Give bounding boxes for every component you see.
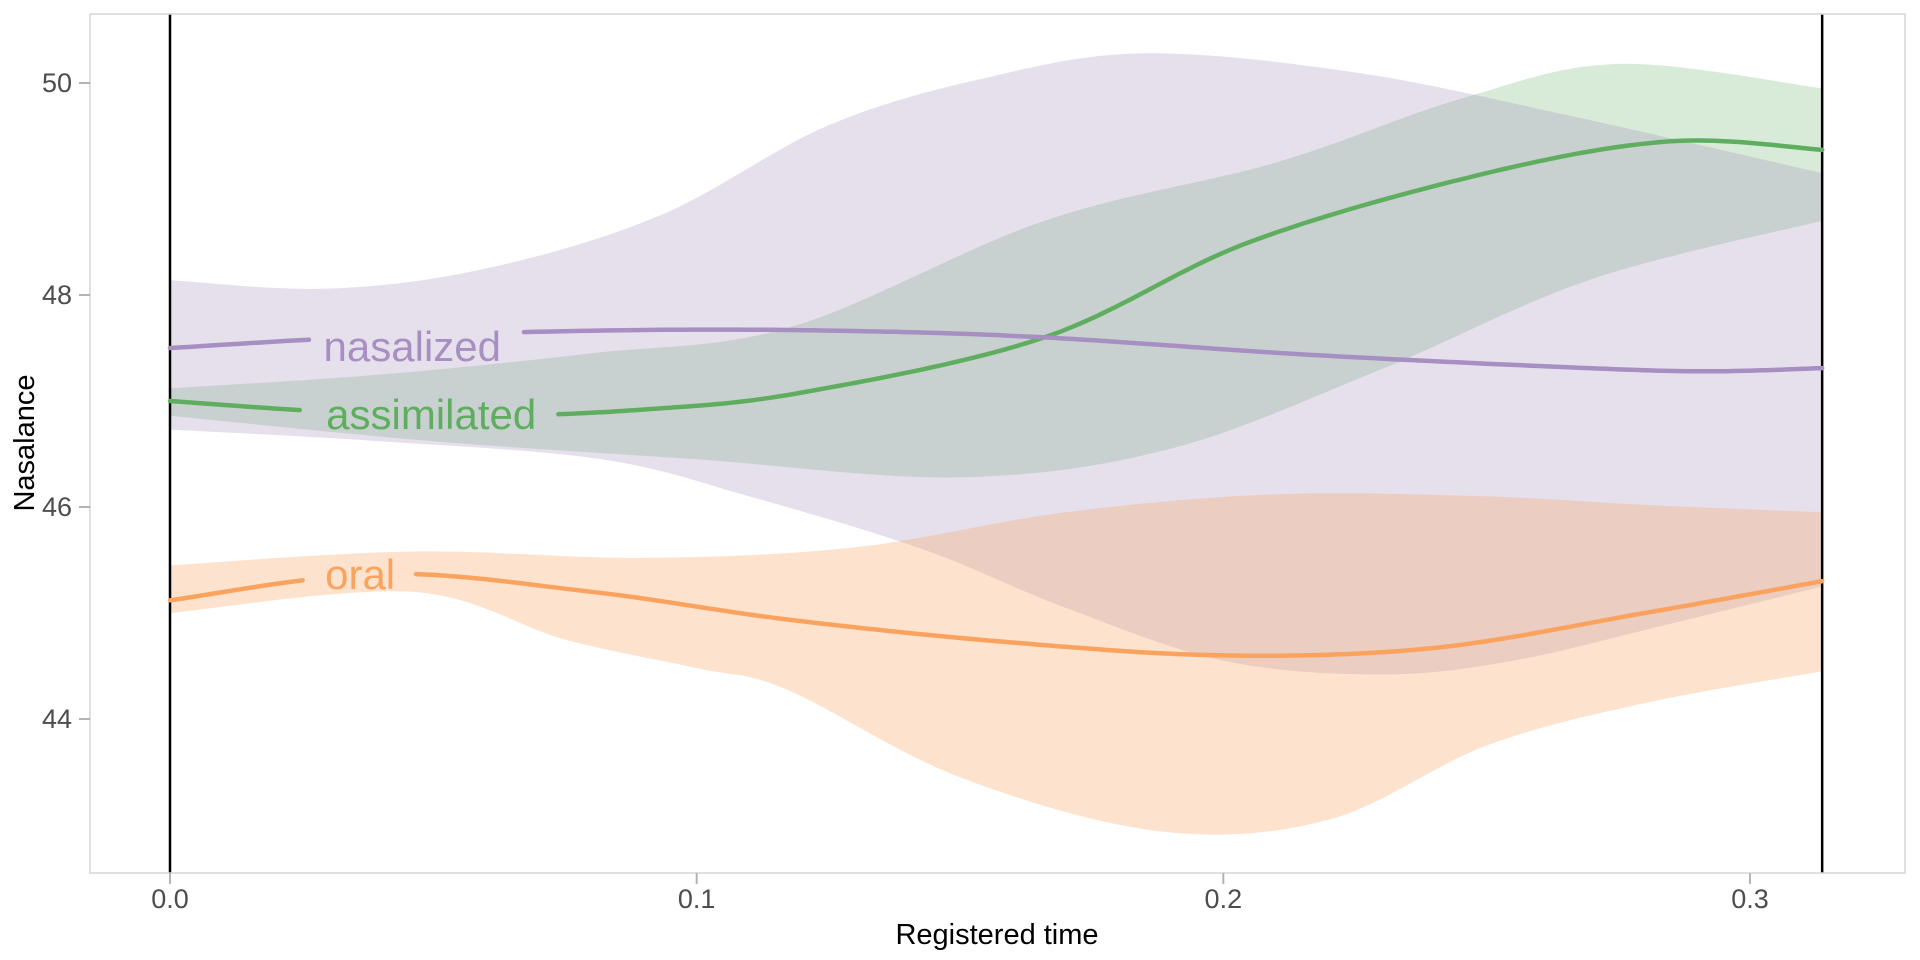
nasalized-label: nasalized [324, 323, 501, 370]
y-tick-label: 46 [42, 492, 72, 522]
nasalized-line [167, 337, 312, 351]
smooth-lines [167, 138, 1825, 658]
assimilated-label: assimilated [326, 391, 536, 438]
y-tick-label: 44 [42, 704, 72, 734]
oral-line [167, 578, 305, 603]
series-labels: assimilated nasalized oral [324, 323, 537, 598]
axis-tick-labels: 0.0 0.1 0.2 0.3 44 46 48 50 [42, 68, 1769, 914]
y-axis-title: Nasalance [9, 374, 41, 511]
axis-ticks [79, 82, 1752, 884]
x-tick-label: 0.2 [1205, 884, 1243, 914]
nasalized-line [521, 327, 1825, 374]
x-axis-title: Registered time [895, 919, 1098, 951]
y-tick-label: 48 [42, 280, 72, 310]
x-tick-label: 0.0 [151, 884, 189, 914]
x-tick-label: 0.3 [1731, 884, 1769, 914]
oral-line [413, 571, 1825, 658]
oral-label: oral [325, 551, 395, 598]
assimilated-line [556, 138, 1825, 417]
assimilated-confidence-band [170, 63, 1823, 478]
panel-border [89, 13, 1906, 874]
confidence-bands [170, 53, 1823, 835]
y-tick-label: 50 [42, 68, 72, 98]
assimilated-line [167, 398, 303, 413]
oral-confidence-band [170, 493, 1823, 835]
x-tick-label: 0.1 [678, 884, 716, 914]
nasalized-confidence-band [170, 53, 1823, 675]
reference-vlines [168, 14, 1824, 873]
